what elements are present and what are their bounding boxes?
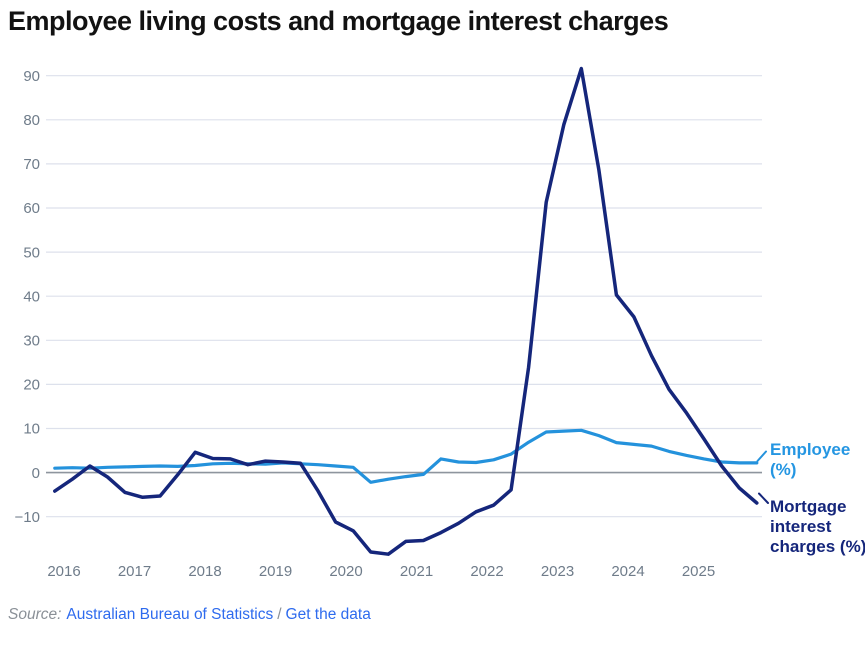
y-axis-tick-label: 80: [23, 112, 40, 129]
y-axis-tick-label: 30: [23, 333, 40, 350]
x-axis-tick-label: 2022: [470, 563, 503, 580]
source-link-abs[interactable]: Australian Bureau of Statistics: [66, 606, 274, 623]
x-axis-tick-label: 2023: [541, 563, 574, 580]
y-axis-tick-label: 50: [23, 244, 40, 261]
y-axis-tick-label: 90: [23, 68, 40, 85]
source-prefix: Source:: [8, 606, 62, 623]
y-axis-tick-label: −10: [15, 509, 40, 526]
source-separator: /: [277, 606, 282, 623]
x-axis-tick-label: 2018: [188, 563, 221, 580]
x-axis-tick-label: 2020: [329, 563, 362, 580]
y-axis-tick-label: 20: [23, 377, 40, 394]
series-line-mortgage: [53, 66, 759, 556]
series-label-employee: Employee (%): [770, 440, 851, 479]
employee-leader-tick: [756, 450, 767, 462]
series-line-employee: [53, 428, 759, 484]
y-axis-tick-label: 40: [23, 288, 40, 305]
mortgage-leader-tick: [758, 492, 769, 504]
source-line: Source: Australian Bureau of Statistics / G…: [8, 606, 371, 624]
y-axis-tick-label: 0: [32, 465, 40, 482]
x-axis-tick-label: 2019: [259, 563, 292, 580]
x-axis-tick-label: 2025: [682, 563, 715, 580]
x-axis-tick-label: 2024: [611, 563, 644, 580]
x-axis-tick-label: 2017: [118, 563, 151, 580]
x-axis-tick-label: 2021: [400, 563, 433, 580]
y-axis-tick-label: 70: [23, 156, 40, 173]
y-axis-tick-label: 60: [23, 200, 40, 217]
chart-title: Employee living costs and mortgage inter…: [8, 6, 669, 36]
y-axis-tick-label: 10: [23, 421, 40, 438]
x-axis-tick-label: 2016: [47, 563, 80, 580]
source-link-get-the-data[interactable]: Get the data: [285, 606, 371, 623]
series-label-mortgage: Mortgage interest charges (%): [770, 497, 865, 556]
